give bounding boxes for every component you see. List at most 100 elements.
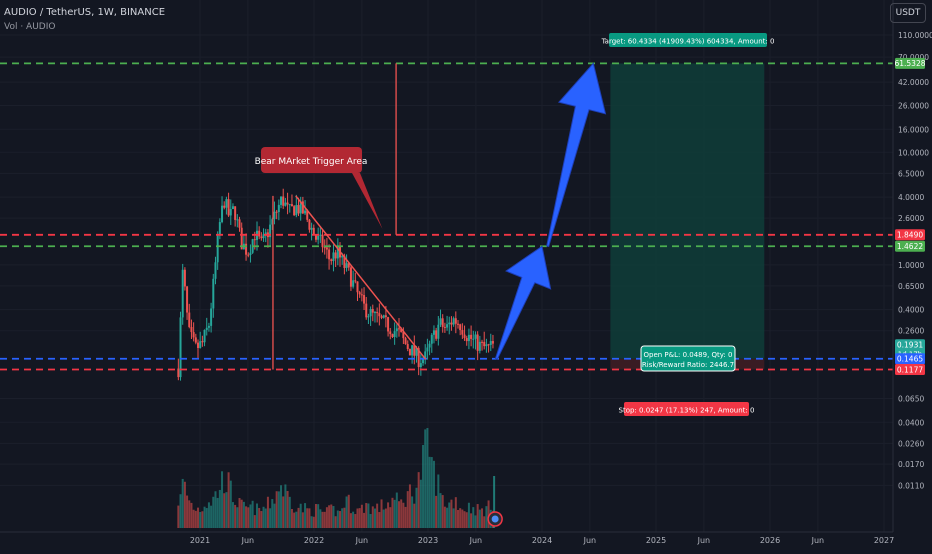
y-tick-label: 110.0000	[898, 31, 932, 40]
volume-bar	[474, 515, 477, 528]
bear-callout-box	[261, 147, 362, 173]
candle-body	[330, 259, 333, 262]
candle-body	[345, 263, 348, 268]
candle-body	[485, 344, 488, 347]
volume-bar	[227, 472, 230, 528]
volume-bar	[255, 503, 258, 528]
y-tick-label: 1.0000	[898, 261, 924, 270]
price-tag-label: 1.4622	[897, 242, 923, 251]
volume-bar	[328, 505, 331, 528]
y-tick-label: 0.0170	[898, 460, 924, 469]
candle-body	[181, 269, 184, 318]
candle-body	[197, 342, 200, 349]
volume-bar	[264, 508, 267, 528]
volume-bar	[205, 508, 208, 528]
candle-body	[413, 345, 416, 356]
price-tag	[895, 363, 925, 375]
volume-bar	[325, 507, 328, 528]
candle-body	[317, 235, 320, 240]
volume-bar	[467, 502, 470, 528]
volume-bar	[299, 503, 302, 528]
volume-bar	[284, 484, 287, 528]
target-label-box	[609, 33, 767, 47]
volume-bar	[463, 511, 466, 528]
volume-bar	[461, 509, 464, 528]
candle-body	[260, 236, 263, 239]
volume-bar	[380, 499, 383, 528]
candle-body	[328, 249, 331, 260]
candles	[177, 188, 494, 381]
volume-bar	[293, 512, 296, 528]
volume-bar	[360, 504, 363, 528]
candle-body	[262, 234, 265, 239]
candle-body	[435, 330, 438, 339]
volume-bar	[177, 505, 180, 528]
candle-body	[491, 341, 494, 344]
candle-body	[336, 246, 339, 259]
volume-bar	[297, 507, 300, 528]
volume-bar	[432, 460, 435, 528]
volume-bar	[398, 501, 401, 528]
volume-bar	[345, 496, 348, 528]
volume-bar	[389, 507, 392, 528]
volume-bar	[456, 510, 459, 528]
volume-bar	[190, 502, 193, 528]
volume-bar	[365, 503, 368, 528]
volume-bar	[247, 507, 250, 528]
volume-bar	[308, 508, 311, 528]
y-tick-label: 2.6000	[898, 214, 924, 223]
volume-bar	[356, 508, 359, 528]
y-axis-labels: 110.0000 70.0000 42.0000 26.0000 16.0000 10.0…	[898, 31, 932, 490]
candle-body	[448, 322, 451, 325]
symbol-title[interactable]: AUDIO / TetherUS, 1W, BINANCE	[4, 7, 166, 18]
volume-bar	[231, 502, 234, 528]
volume-bar	[251, 500, 254, 528]
candle-body	[186, 286, 189, 313]
volume-bar	[266, 496, 269, 528]
volume-bar	[277, 491, 280, 528]
volume-bars	[177, 428, 496, 528]
volume-bar	[258, 507, 261, 528]
y-tick-label: 42.0000	[898, 78, 929, 87]
price-tag-label: 1.8490	[897, 231, 923, 240]
price-tag-label: 61.5328	[894, 59, 925, 68]
candle-body	[249, 252, 252, 256]
currency-button[interactable]: USDT	[890, 3, 926, 23]
x-tick-label: Jun	[469, 536, 483, 545]
candle-body	[212, 278, 215, 309]
candle-body	[400, 329, 403, 332]
candle-body	[293, 206, 296, 216]
candle-body	[360, 294, 363, 296]
volume-bar	[459, 508, 462, 528]
candle-body	[489, 341, 492, 345]
volume-bar	[343, 507, 346, 528]
volume-bar	[306, 508, 309, 528]
candle-body	[454, 318, 457, 324]
candle-body	[430, 334, 433, 344]
candle-body	[194, 337, 197, 343]
volume-bar	[376, 503, 379, 528]
y-tick-label: 0.0110	[898, 481, 924, 490]
x-tick-label: 2022	[304, 536, 324, 545]
volume-bar	[384, 508, 387, 528]
x-tick-label: Jun	[583, 536, 597, 545]
news-flag-icon-inner	[491, 515, 499, 523]
volume-bar	[413, 503, 416, 528]
volume-bar	[236, 507, 239, 528]
x-tick-label: 2026	[760, 536, 780, 545]
candle-body	[365, 303, 368, 318]
candle-body	[258, 230, 261, 237]
candle-body	[487, 344, 490, 346]
volume-bar	[382, 509, 385, 528]
volume-bar	[485, 506, 488, 528]
level-lines	[0, 62, 893, 371]
volume-bar	[391, 497, 394, 528]
volume-bar	[373, 508, 376, 528]
pl-label-line-1: Open P&L: 0.0489, Qty: 0	[644, 351, 733, 359]
candle-body	[478, 341, 481, 351]
volume-bar	[181, 478, 184, 528]
volume-bar	[408, 484, 411, 528]
candle-body	[264, 232, 267, 235]
